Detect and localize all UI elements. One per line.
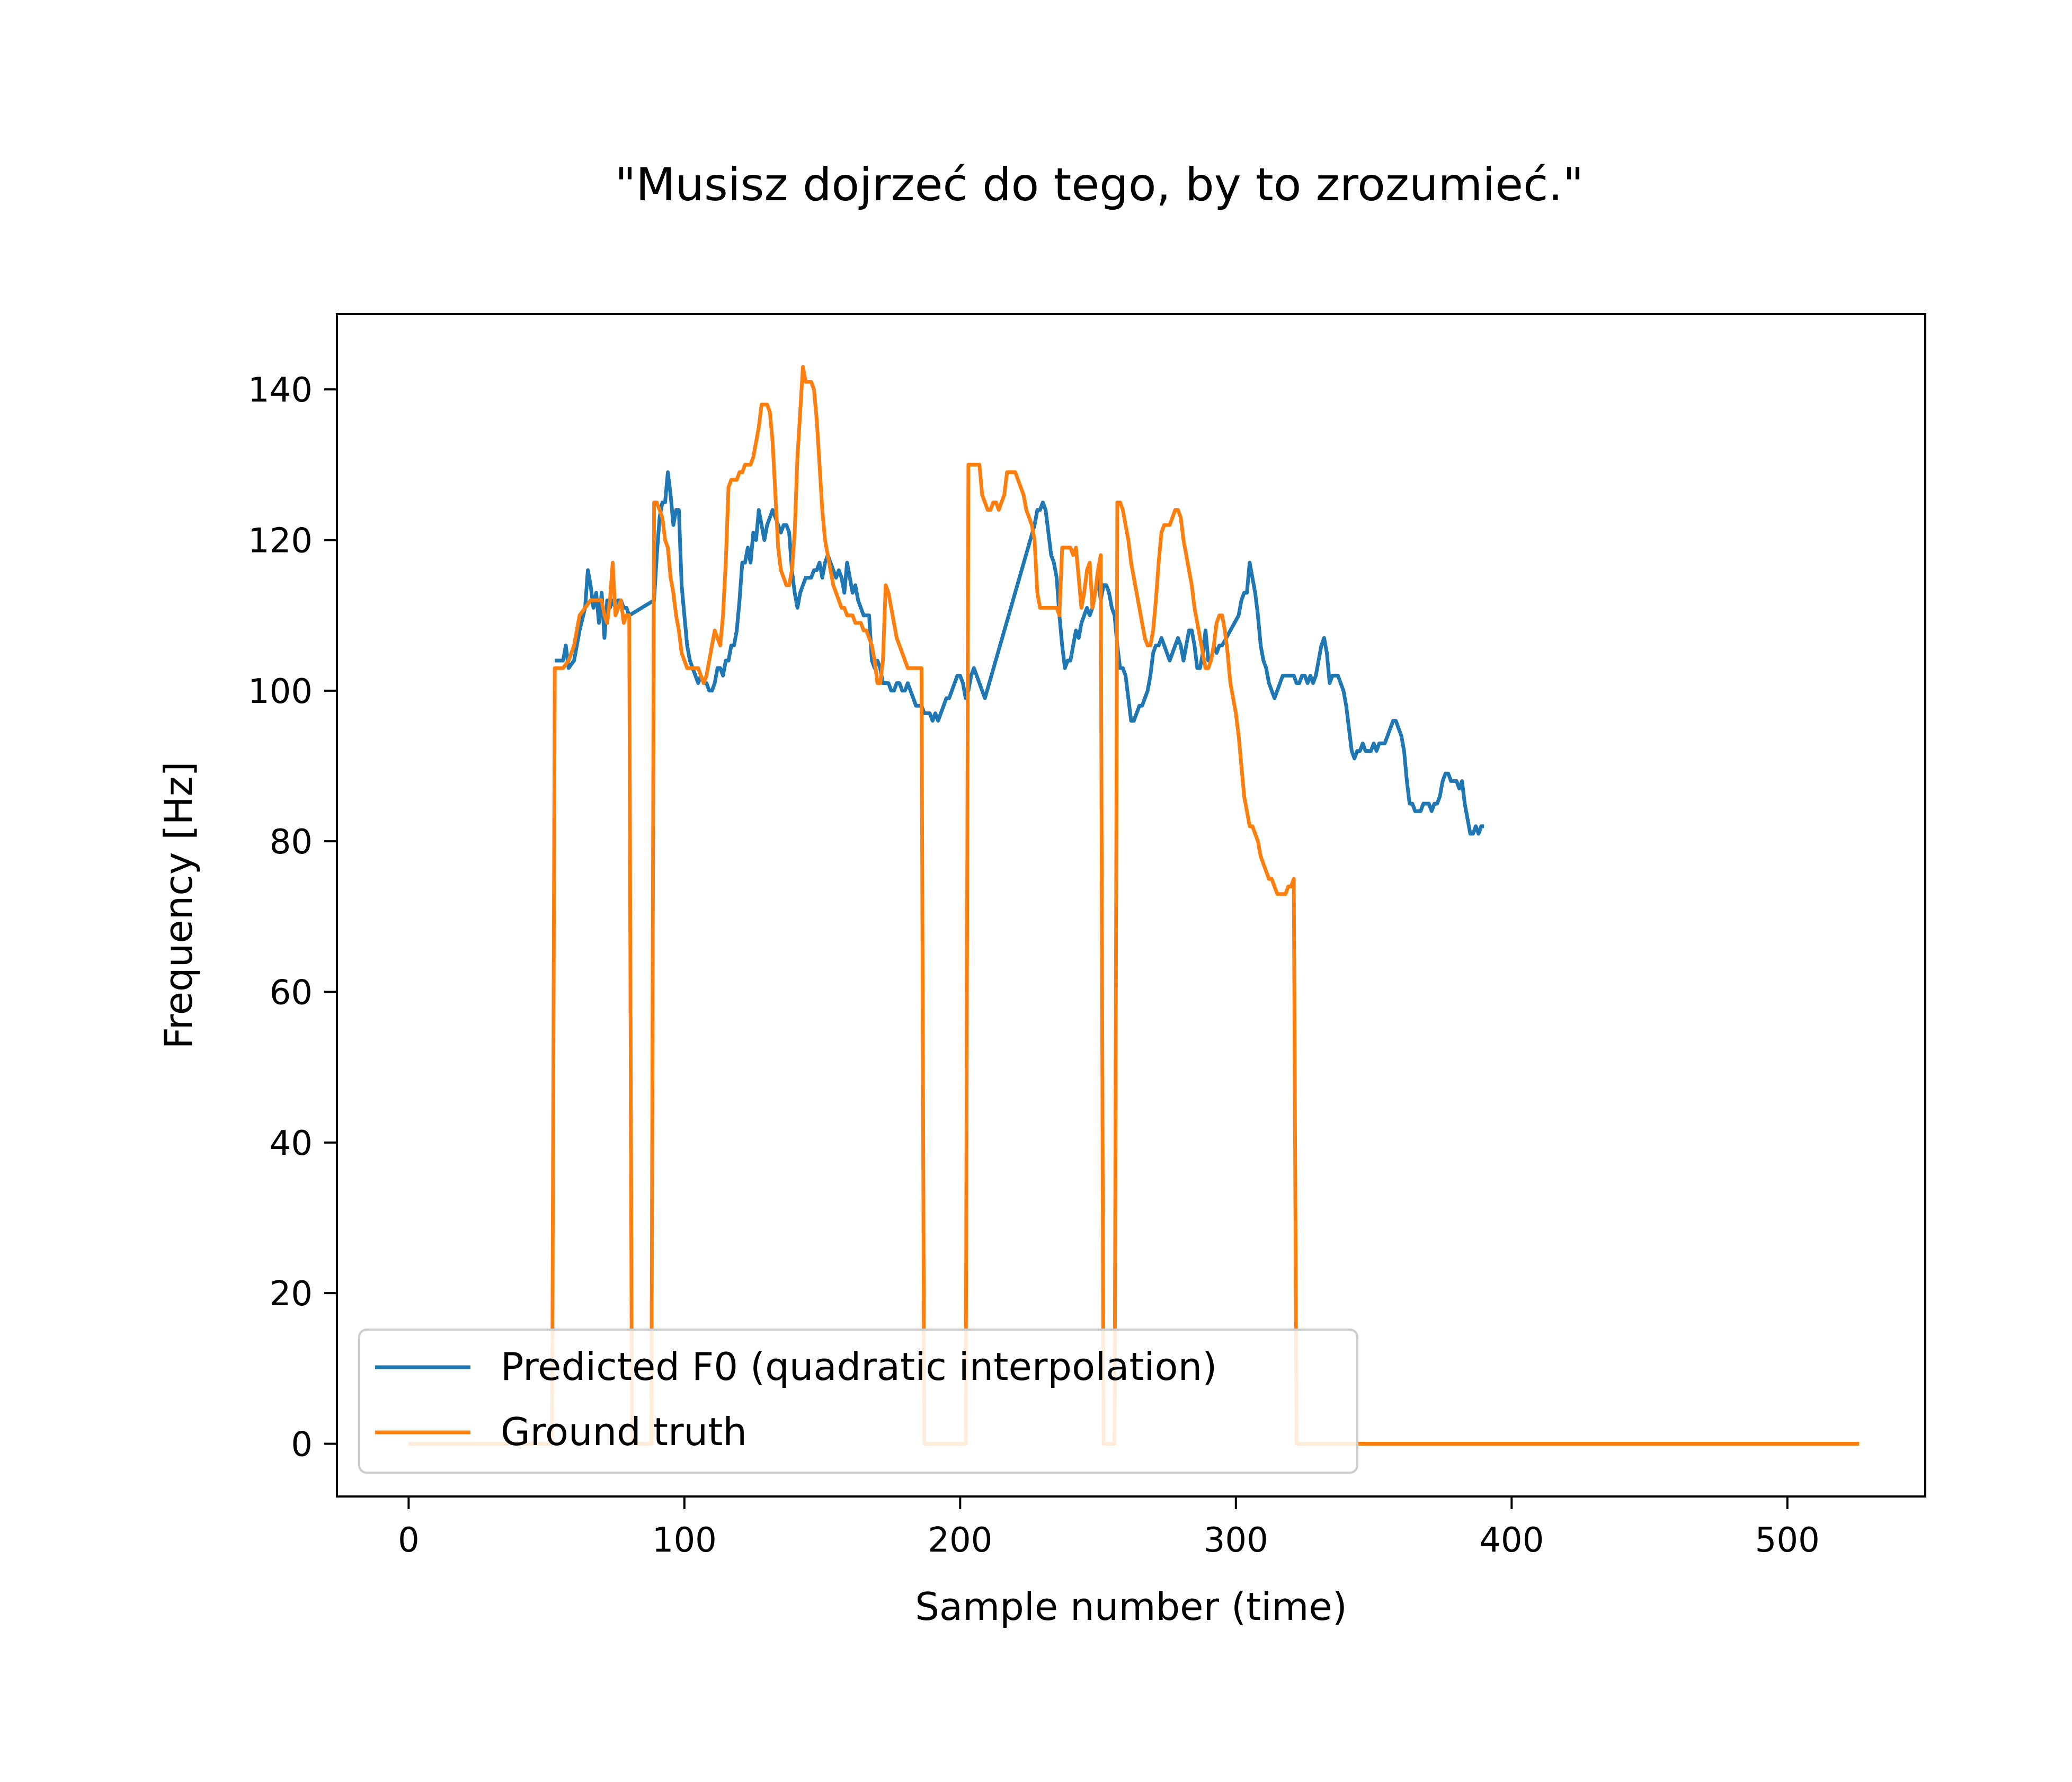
- legend-label-predicted: Predicted F0 (quadratic interpolation): [501, 1344, 1217, 1389]
- plot-area: [408, 365, 1860, 1446]
- legend-label-ground-truth: Ground truth: [501, 1410, 747, 1454]
- x-tick-label: 500: [1755, 1521, 1820, 1560]
- y-tick-label: 120: [248, 521, 313, 560]
- axes-frame: [336, 313, 1926, 1498]
- chart-title: "Musisz dojrzeć do tego, by to zrozumieć…: [615, 158, 1584, 211]
- y-tick-label: 20: [270, 1275, 313, 1314]
- legend: Predicted F0 (quadratic interpolation) G…: [358, 1329, 1358, 1474]
- x-tick-label: 100: [652, 1521, 717, 1560]
- series-line-ground-truth: [408, 365, 1860, 1446]
- x-tick-label: 200: [928, 1521, 992, 1560]
- y-tick-label: 40: [270, 1124, 313, 1163]
- x-tick-label: 300: [1204, 1521, 1268, 1560]
- y-tick-label: 100: [248, 672, 313, 711]
- y-tick-label: 0: [291, 1425, 313, 1464]
- legend-box: [358, 1329, 1358, 1474]
- y-axis-label: Frequency [Hz]: [156, 762, 201, 1049]
- x-axis-label: Sample number (time): [915, 1584, 1347, 1629]
- x-tick-label: 0: [398, 1521, 420, 1560]
- y-tick-label: 140: [248, 371, 313, 410]
- x-tick-label: 400: [1479, 1521, 1544, 1560]
- y-tick-label: 80: [270, 823, 313, 862]
- y-tick-label: 60: [270, 973, 313, 1012]
- axis-ticks: 0 100 200 300 400 500 0 20 40 60 80 100 120 140: [248, 371, 1820, 1560]
- series-line-predicted-f0: [555, 470, 1484, 836]
